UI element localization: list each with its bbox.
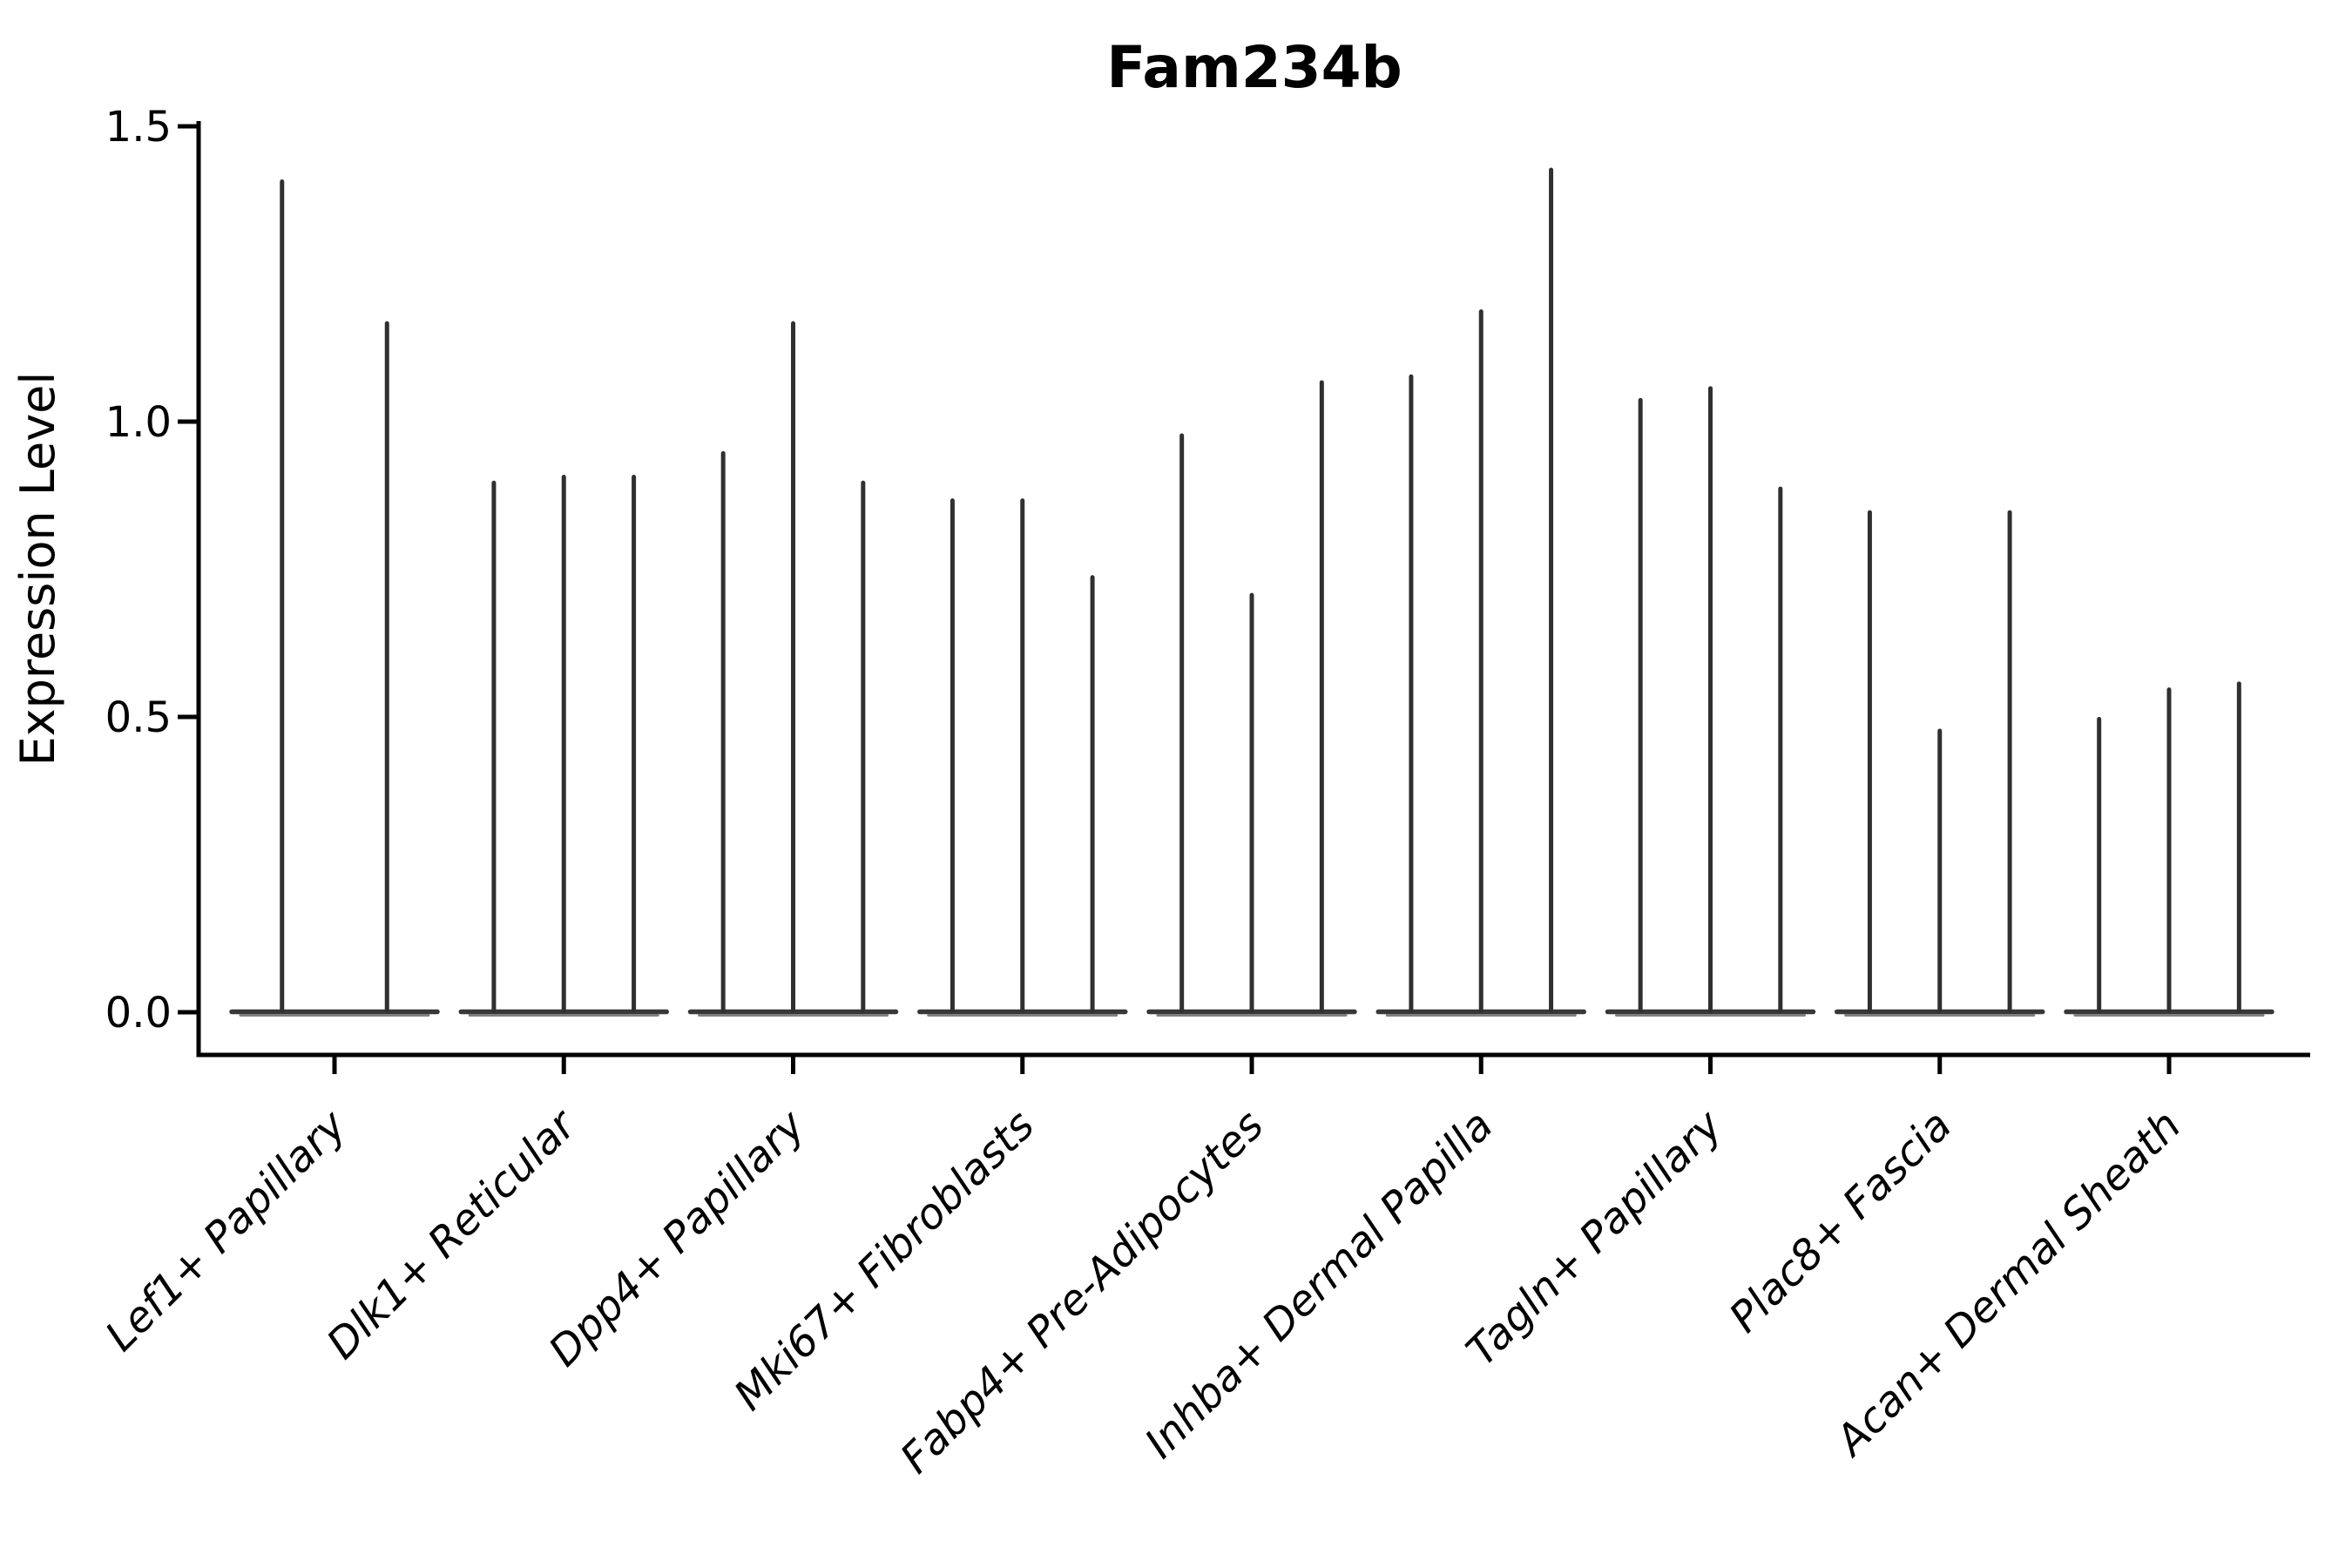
y-tick-label: 1.0: [105, 398, 172, 447]
y-tick-label: 1.5: [105, 103, 172, 152]
x-tick-label: Lef1+ Papillary: [96, 1100, 356, 1361]
y-axis-label: Expression Level: [10, 372, 65, 767]
x-tick-label: Fabp4+ Pre-Adipocytes: [891, 1101, 1274, 1484]
x-tick-label: Dpp4+ Papillary: [539, 1100, 814, 1375]
violin-layer: [229, 167, 2274, 1017]
x-tick-label: Dlk1+ Reticular: [318, 1099, 588, 1369]
x-tick-label: Tagln+ Papillary: [1457, 1100, 1733, 1375]
x-tick-label: Plac8+ Fascia: [1720, 1101, 1962, 1342]
y-tick-label: 0.0: [105, 989, 172, 1037]
y-tick-label: 0.5: [105, 693, 172, 742]
chart-title: Fam234b: [1106, 34, 1402, 101]
